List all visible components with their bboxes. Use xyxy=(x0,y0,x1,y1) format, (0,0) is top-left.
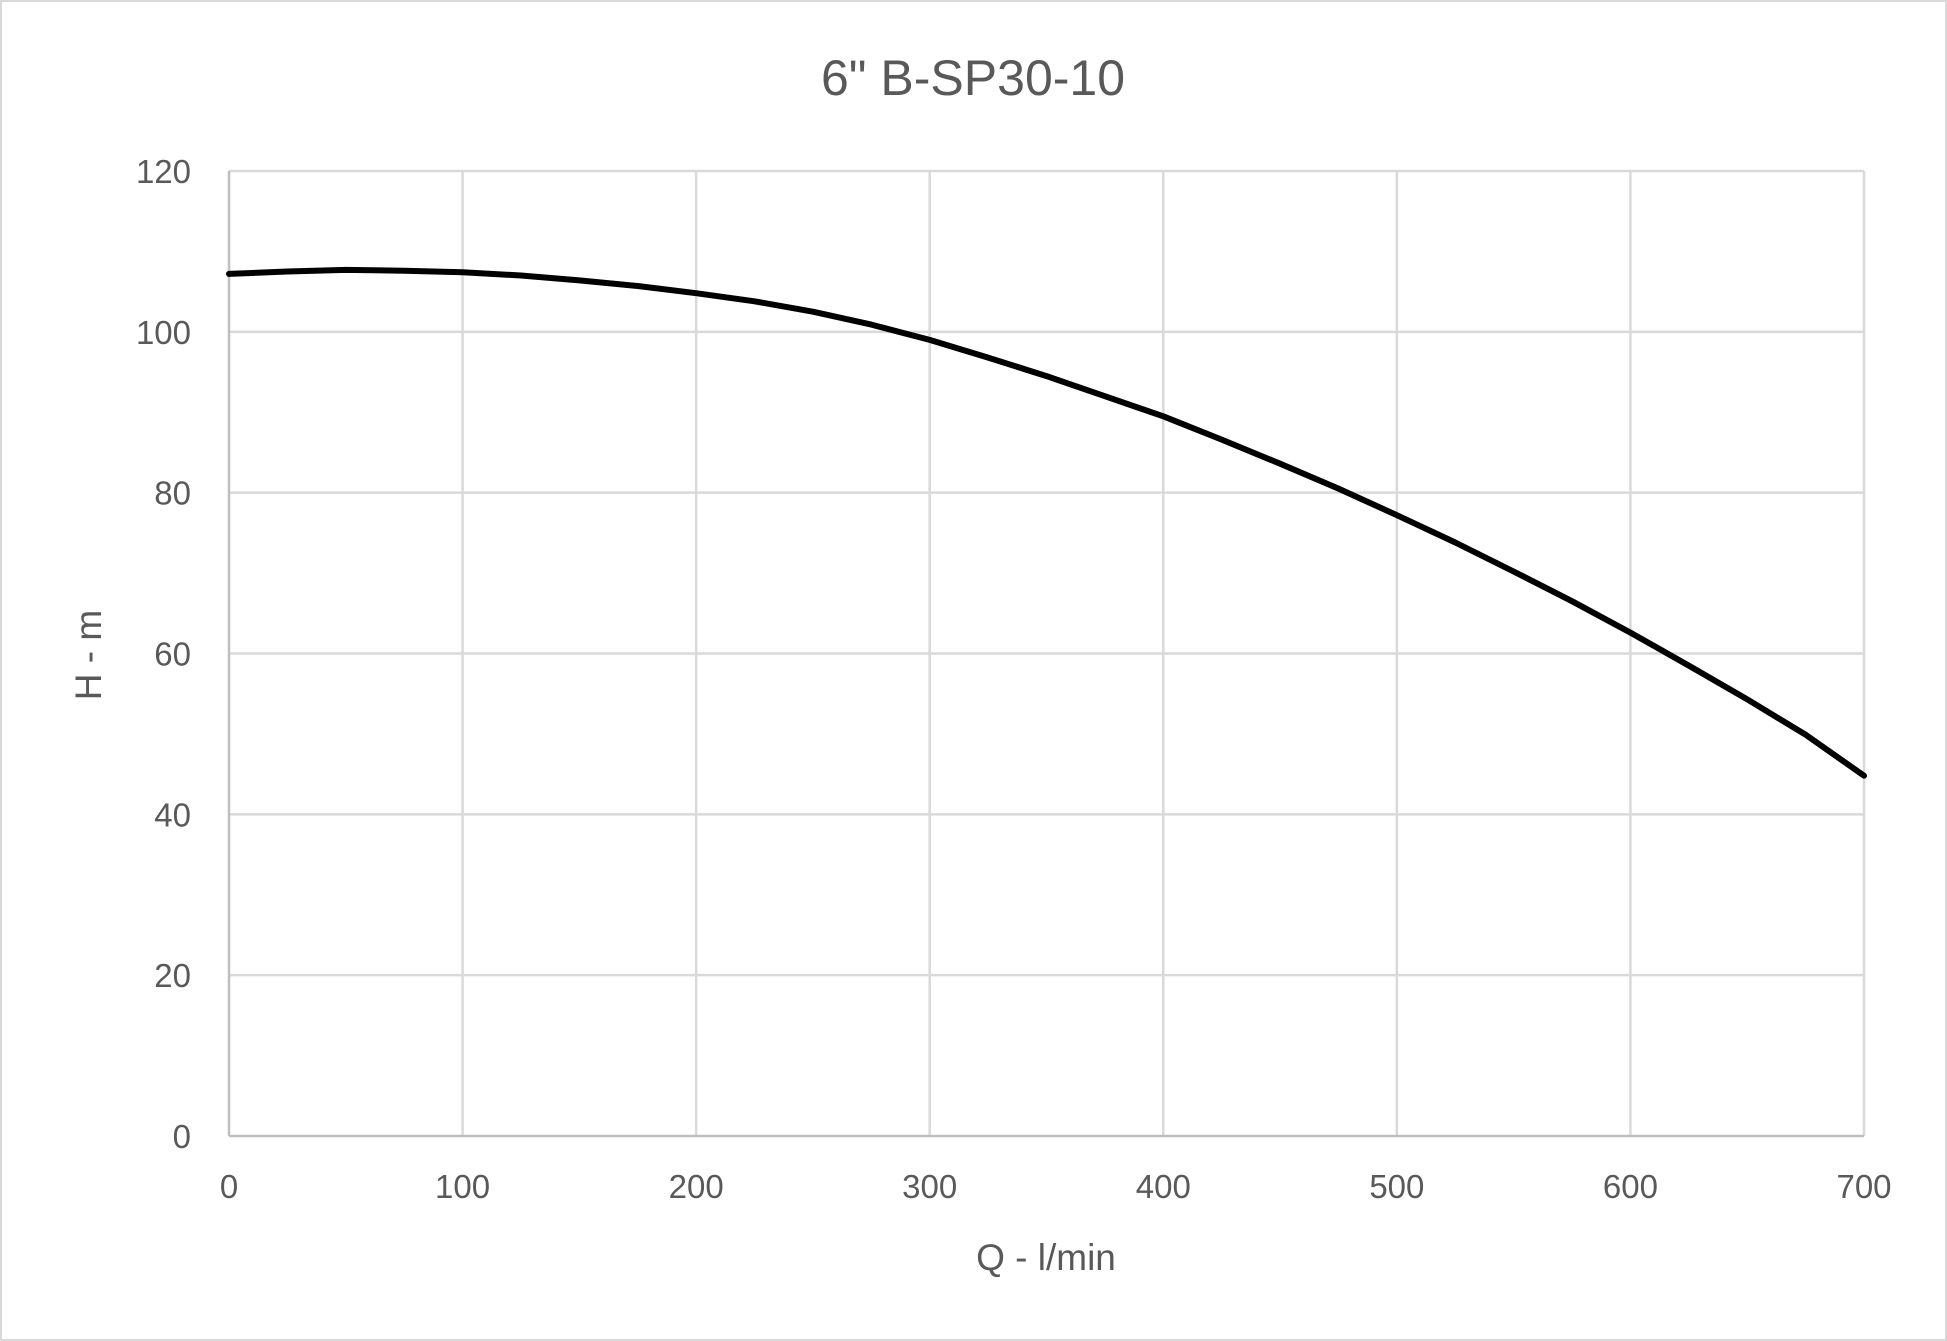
x-tick-label: 600 xyxy=(1603,1168,1658,1205)
tick-labels: 0 100 200 300 400 500 600 700 0 20 40 60 80 100 120 xyxy=(136,153,1892,1205)
x-tick-label: 100 xyxy=(435,1168,490,1205)
y-axis-title: H - m xyxy=(68,610,109,700)
x-tick-label: 400 xyxy=(1136,1168,1191,1205)
x-tick-label: 500 xyxy=(1369,1168,1424,1205)
x-tick-label: 200 xyxy=(669,1168,724,1205)
y-tick-label: 40 xyxy=(154,796,191,833)
y-tick-label: 20 xyxy=(154,957,191,994)
axes xyxy=(227,171,1864,1138)
x-tick-label: 0 xyxy=(220,1168,238,1205)
y-tick-label: 100 xyxy=(136,314,191,351)
y-tick-label: 0 xyxy=(173,1118,191,1155)
gridlines xyxy=(229,169,1866,1136)
y-tick-label: 60 xyxy=(154,636,191,673)
y-tick-label: 80 xyxy=(154,475,191,512)
x-axis-title: Q - l/min xyxy=(976,1237,1116,1278)
series-line xyxy=(226,266,1867,779)
y-tick-label: 120 xyxy=(136,153,191,190)
x-tick-label: 300 xyxy=(902,1168,957,1205)
chart-title: 6" B-SP30-10 xyxy=(821,50,1125,106)
series xyxy=(226,266,1867,779)
x-tick-label: 700 xyxy=(1836,1168,1891,1205)
